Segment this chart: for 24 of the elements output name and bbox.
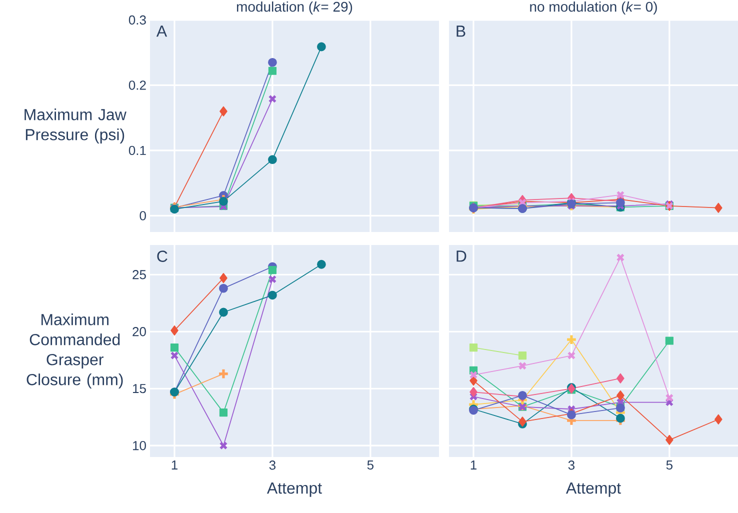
annotation: A bbox=[156, 26, 168, 37]
y-tick-label: 0.3 bbox=[128, 15, 146, 25]
x-axis-title: Attempt bbox=[266, 482, 322, 497]
y-tick-label: 15 bbox=[133, 384, 146, 394]
x-tick-label: 1 bbox=[172, 460, 178, 470]
x-tick-label: 3 bbox=[568, 460, 574, 470]
x-tick-label: 5 bbox=[367, 460, 374, 470]
x-tick-label: 1 bbox=[470, 460, 476, 470]
x-tick-label: 3 bbox=[269, 460, 276, 470]
annotation: B bbox=[456, 26, 466, 37]
y-axis-title: Maximum Jaw Pressure (psi) bbox=[24, 108, 126, 144]
chart-title: no modulation (k= 0) bbox=[530, 1, 657, 15]
chart-title: modulation (k= 29) bbox=[236, 1, 352, 15]
y-axis-title: Maximum Commanded Grasper Closure (mm) bbox=[26, 314, 123, 388]
y-tick-label: 0.2 bbox=[128, 80, 146, 90]
annotation: C bbox=[157, 250, 168, 262]
y-tick-label: 0 bbox=[140, 211, 146, 220]
y-tick-label: 10 bbox=[133, 441, 146, 450]
annotation: D bbox=[456, 250, 466, 262]
y-tick-label: 25 bbox=[132, 270, 146, 280]
y-tick-label: 20 bbox=[132, 327, 146, 336]
x-axis-title: Attempt bbox=[566, 482, 621, 497]
x-tick-label: 5 bbox=[666, 460, 672, 470]
y-tick-label: 0.1 bbox=[128, 146, 146, 156]
